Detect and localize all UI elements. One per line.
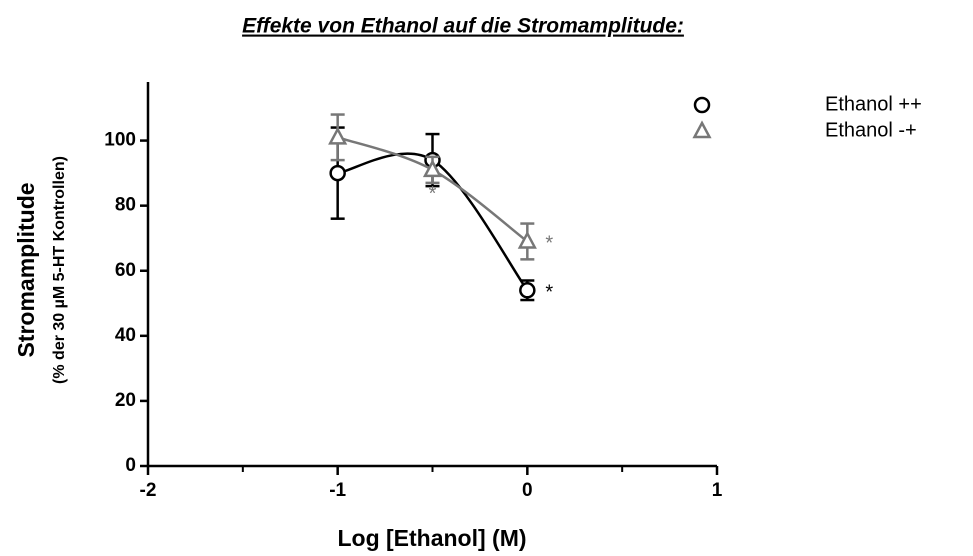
data-point <box>517 230 537 249</box>
y-tick-label: 40 <box>115 325 136 346</box>
y-axis-label: Stromamplitude <box>13 182 39 357</box>
data-point <box>519 282 536 299</box>
data-point <box>329 164 346 182</box>
legend-label: Ethanol ++ <box>825 93 922 115</box>
y-tick-label: 20 <box>115 390 136 411</box>
y-tick-label: 100 <box>104 130 136 151</box>
x-tick-label: -2 <box>140 480 157 501</box>
legend-label: Ethanol -+ <box>825 119 917 141</box>
x-tick-label: -1 <box>329 480 346 501</box>
chart-title: Effekte von Ethanol auf die Stromamplitu… <box>242 15 684 38</box>
y-axis-sublabel: (% der 30 µM 5-HT Kontrollen) <box>51 156 68 384</box>
x-tick-label: 0 <box>522 480 533 501</box>
significance-label: * <box>545 282 553 304</box>
y-tick-label: 0 <box>125 455 136 476</box>
y-tick-label: 80 <box>115 195 136 216</box>
legend-marker <box>693 96 711 114</box>
x-tick-label: 1 <box>712 480 723 501</box>
significance-label: * <box>545 233 553 255</box>
significance-label: * <box>429 183 437 205</box>
legend-marker <box>692 120 712 139</box>
x-axis-label: Log [Ethanol] (M) <box>337 525 526 551</box>
data-point <box>328 126 348 145</box>
y-tick-label: 60 <box>115 260 136 281</box>
data-point <box>422 159 443 178</box>
